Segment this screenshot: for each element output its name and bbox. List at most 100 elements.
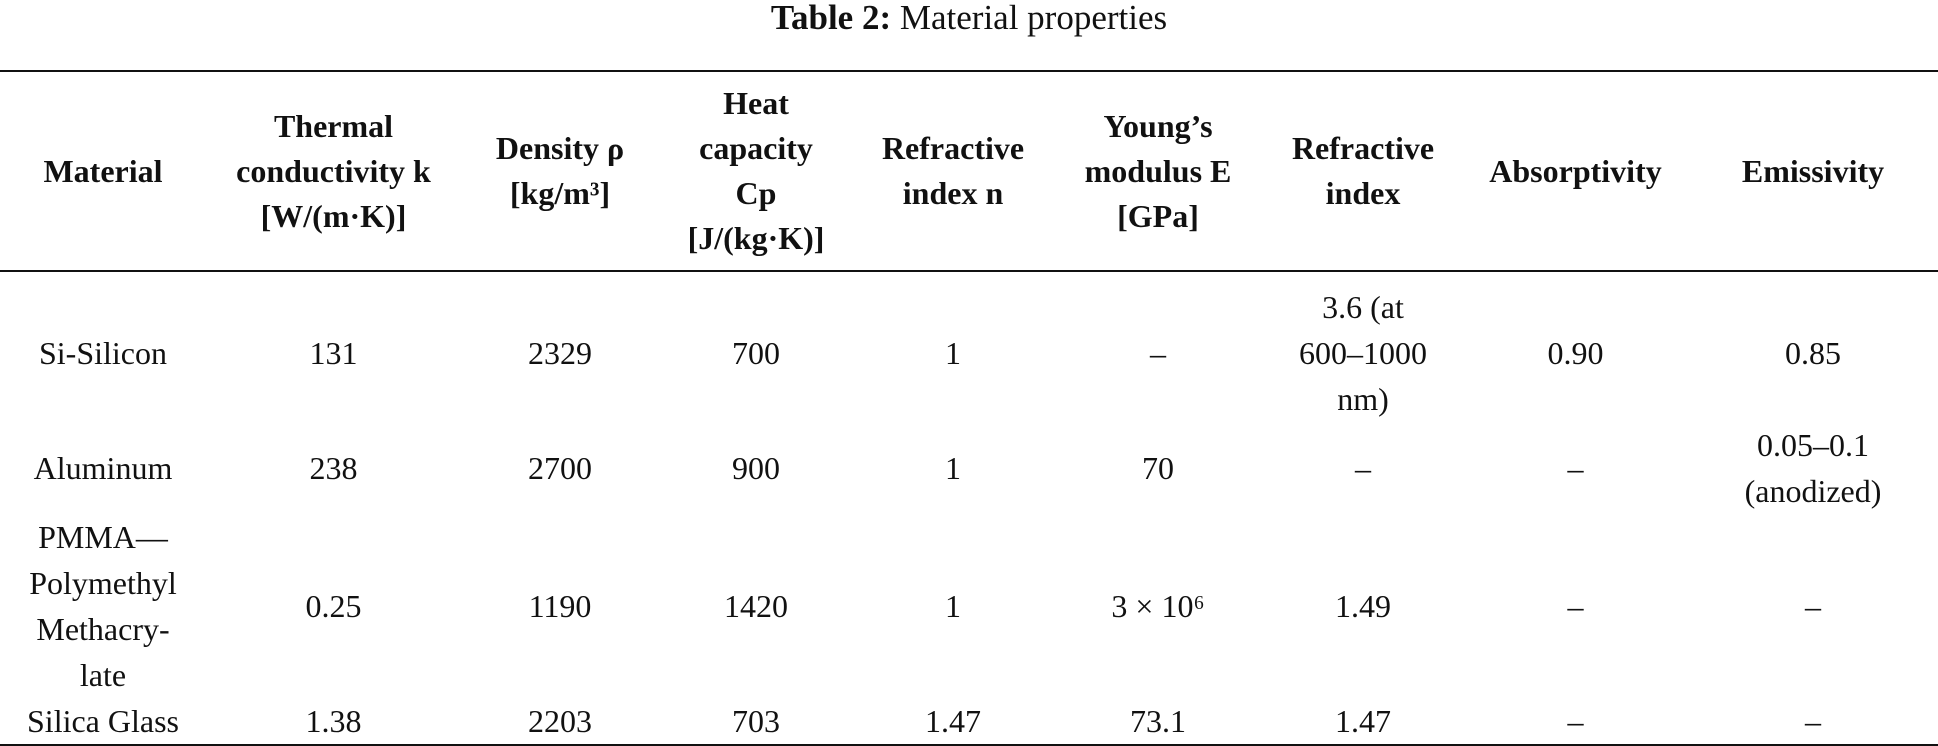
- cell-text: (anodized): [1744, 473, 1882, 509]
- header-density: Density ρ [kg/m³]: [461, 71, 659, 271]
- table-cell: 1.47: [853, 698, 1053, 745]
- header-line: [GPa]: [1117, 197, 1199, 234]
- table-cell: –: [1463, 514, 1688, 698]
- cell-text: –: [1567, 588, 1584, 624]
- cell-text: 600–1000: [1299, 335, 1427, 371]
- header-line: index: [1325, 175, 1401, 211]
- table-cell: 1420: [659, 514, 853, 698]
- cell-text: Silica Glass: [27, 703, 179, 739]
- table-cell: 0.25: [206, 514, 461, 698]
- table-cell: 238: [206, 422, 461, 514]
- cell-text: –: [1805, 588, 1821, 624]
- cell-text: 238: [309, 450, 358, 486]
- table-cell: 1: [853, 422, 1053, 514]
- table-cell: –: [1263, 422, 1463, 514]
- cell-text: –: [1567, 703, 1584, 739]
- caption-label: Table 2:: [770, 0, 892, 37]
- cell-text: 0.05–0.1: [1757, 427, 1869, 463]
- header-line: Absorptivity: [1489, 152, 1662, 189]
- cell-text: 700: [732, 335, 780, 371]
- table-cell: 900: [659, 422, 853, 514]
- header-line: Material: [43, 152, 163, 189]
- table-cell: 73.1: [1053, 698, 1263, 745]
- material-name-cell: Silica Glass: [0, 698, 206, 745]
- cell-text: Aluminum: [33, 450, 173, 486]
- header-material: Material: [0, 71, 206, 271]
- cell-text: Methacry-: [36, 611, 170, 647]
- header-absorptivity: Absorptivity: [1463, 71, 1688, 271]
- table-row: PMMA— Polymethyl Methacry-late 0.25 1190 1420…: [0, 514, 1938, 698]
- table-cell: –: [1463, 422, 1688, 514]
- cell-text: Polymethyl: [29, 565, 177, 601]
- header-line: index n: [902, 175, 1004, 211]
- table-cell: 1: [853, 514, 1053, 698]
- cell-text: –: [1150, 335, 1166, 371]
- table-caption: Table 2: Material properties: [0, 0, 1938, 40]
- cell-text: PMMA—: [38, 519, 168, 555]
- header-row: Material Thermal conductivity k [W/(m·K)] De…: [0, 71, 1938, 271]
- cell-text: 1: [945, 335, 961, 371]
- cell-text: late: [79, 657, 127, 693]
- table-header: Material Thermal conductivity k [W/(m·K)] De…: [0, 71, 1938, 271]
- header-line: Emissivity: [1741, 152, 1885, 189]
- cell-text: 0.85: [1785, 335, 1841, 371]
- header-line: Density ρ: [495, 130, 625, 166]
- header-line: [J/(kg·K)]: [687, 220, 825, 256]
- table-cell: 1.47: [1263, 698, 1463, 745]
- cell-text: 703: [732, 703, 780, 739]
- header-line: [kg/m³]: [509, 175, 611, 211]
- table-cell: 703: [659, 698, 853, 745]
- header-line: Cp: [735, 175, 777, 211]
- header-line: Refractive: [1291, 130, 1435, 166]
- cell-text: 131: [309, 335, 358, 371]
- cell-text: –: [1355, 450, 1371, 486]
- table-cell: –: [1688, 698, 1938, 745]
- table-row: Si-Silicon 131 2329 700 1 – 3.6 (at 600–1000 nm)…: [0, 271, 1938, 422]
- cell-text: Si-Silicon: [38, 335, 167, 371]
- table-cell: 70: [1053, 422, 1263, 514]
- table-cell: 1190: [461, 514, 659, 698]
- header-line: Refractive: [881, 130, 1025, 166]
- header-youngs-modulus: Young’s modulus E [GPa]: [1053, 71, 1263, 271]
- material-name-cell: PMMA— Polymethyl Methacry-late: [0, 514, 206, 698]
- material-name-cell: Aluminum: [0, 422, 206, 514]
- table-container: Material Thermal conductivity k [W/(m·K)] De…: [0, 70, 1938, 746]
- cell-text: 1190: [528, 588, 592, 624]
- cell-text: 1: [945, 450, 961, 486]
- header-line: Thermal: [273, 107, 394, 144]
- cell-text: –: [1805, 703, 1821, 739]
- header-line: Heat: [723, 85, 789, 121]
- table-cell: 0.85: [1688, 271, 1938, 422]
- table-cell: 0.90: [1463, 271, 1688, 422]
- header-line: modulus E: [1084, 152, 1232, 189]
- cell-text: 2329: [528, 335, 592, 371]
- cell-text: 1.38: [305, 703, 362, 739]
- header-refractive-index: Refractive index: [1263, 71, 1463, 271]
- cell-text: 900: [732, 450, 780, 486]
- table-cell: –: [1053, 271, 1263, 422]
- header-thermal-conductivity: Thermal conductivity k [W/(m·K)]: [206, 71, 461, 271]
- table-cell: –: [1463, 698, 1688, 745]
- cell-text: 1.47: [925, 703, 981, 739]
- cell-text: 1.47: [1335, 703, 1391, 739]
- cell-text: nm): [1337, 381, 1389, 417]
- table-cell: 2329: [461, 271, 659, 422]
- table-row: Aluminum 238 2700 900 1 70 – – 0.05–0.1 (anodized…: [0, 422, 1938, 514]
- table-cell: 0.05–0.1 (anodized): [1688, 422, 1938, 514]
- table-cell: 3.6 (at 600–1000 nm): [1263, 271, 1463, 422]
- table-cell: 700: [659, 271, 853, 422]
- caption-text: Material properties: [891, 0, 1168, 37]
- cell-text: 3.6 (at: [1322, 289, 1404, 325]
- table-cell: 3 × 10⁶: [1053, 514, 1263, 698]
- table-cell: 2700: [461, 422, 659, 514]
- cell-text: 1420: [724, 588, 788, 624]
- cell-text: 3 × 10⁶: [1111, 588, 1205, 624]
- header-line: [W/(m·K)]: [260, 197, 407, 234]
- header-refractive-index-n: Refractive index n: [853, 71, 1053, 271]
- cell-text: 0.25: [305, 588, 362, 624]
- table-row: Silica Glass 1.38 2203 703 1.47 73.1 1.47 – –: [0, 698, 1938, 745]
- material-name-cell: Si-Silicon: [0, 271, 206, 422]
- header-emissivity: Emissivity: [1688, 71, 1938, 271]
- header-line: capacity: [699, 130, 813, 166]
- header-line: conductivity k: [236, 152, 431, 189]
